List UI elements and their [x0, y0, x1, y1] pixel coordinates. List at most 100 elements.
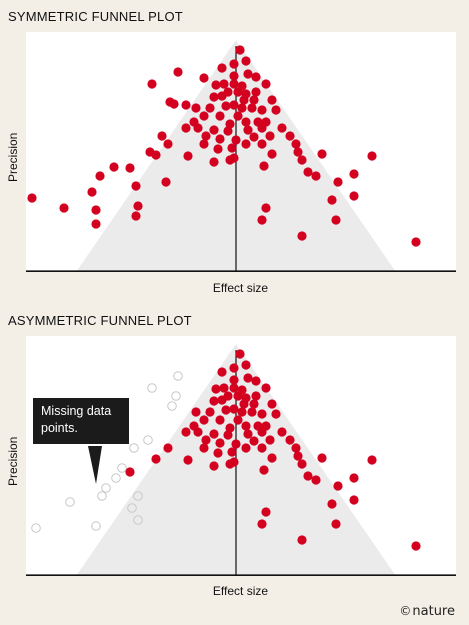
chart1-point-73 — [317, 149, 327, 159]
chart2-point-13 — [233, 391, 243, 401]
chart1-point-71 — [225, 155, 235, 165]
chart1-point-56 — [285, 131, 295, 141]
chart1-point-78 — [259, 161, 269, 171]
chart1-point-81 — [333, 177, 343, 187]
chart1-point-83 — [161, 177, 171, 187]
chart1-point-27 — [191, 103, 201, 113]
chart2-point-25 — [237, 407, 247, 417]
chart1-point-9 — [219, 79, 229, 89]
chart1-point-74 — [367, 151, 377, 161]
chart1-svg — [26, 40, 456, 272]
chart1-point-20 — [169, 99, 179, 109]
chart1-point-79 — [303, 167, 313, 177]
chart2-point-69 — [303, 471, 313, 481]
chart2-missing-point-6 — [117, 463, 127, 473]
chart1-point-18 — [251, 87, 261, 97]
chart2-missing-point-8 — [101, 483, 111, 493]
chart2-point-8 — [229, 383, 239, 393]
chart1-point-52 — [215, 134, 225, 144]
chart2-point-15 — [251, 391, 261, 401]
chart1-point-24 — [249, 95, 259, 105]
chart2-missing-point-10 — [133, 491, 143, 501]
chart1-point-13 — [211, 80, 221, 90]
chart2-point-3 — [217, 367, 227, 377]
chart1-point-80 — [311, 171, 321, 181]
chart1-point-61 — [199, 139, 209, 149]
chart2-point-68 — [259, 465, 269, 475]
chart2-point-70 — [311, 475, 321, 485]
chart1-point-22 — [217, 91, 227, 101]
chart1-point-50 — [157, 131, 167, 141]
chart1-point-23 — [239, 95, 249, 105]
chart1-point-49 — [277, 123, 287, 133]
chart2-point-2 — [241, 360, 251, 370]
chart2-point-33 — [225, 423, 235, 433]
chart1-point-98 — [411, 237, 421, 247]
chart1-point-55 — [265, 131, 275, 141]
chart2-missing-point-4 — [143, 435, 153, 445]
chart1-point-44 — [193, 123, 203, 133]
chart2-missing-point-5 — [129, 443, 139, 453]
chart2-point-0 — [235, 349, 245, 359]
chart1-point-95 — [331, 215, 341, 225]
chart2-point-10 — [211, 384, 221, 394]
chart1-point-88 — [91, 205, 101, 215]
chart1-point-91 — [327, 195, 337, 205]
chart2-missing-point-15 — [31, 523, 41, 533]
chart1-point-54 — [249, 132, 259, 142]
chart2-point-5 — [243, 373, 253, 383]
chart1-point-92 — [349, 191, 359, 201]
chart1-point-86 — [27, 193, 37, 203]
chart1-point-21 — [209, 92, 219, 102]
chart2-point-71 — [333, 481, 343, 491]
chart2-point-51 — [151, 454, 161, 464]
chart2-point-65 — [317, 453, 327, 463]
chart1-point-30 — [229, 100, 239, 110]
chart2-missing-point-12 — [127, 503, 137, 513]
chart1-point-90 — [261, 203, 271, 213]
chart1-point-51 — [201, 131, 211, 141]
chart2-point-16 — [209, 396, 219, 406]
chart1-point-53 — [231, 135, 241, 145]
chart2-point-60 — [267, 453, 277, 463]
chart2-point-50 — [163, 443, 173, 453]
nature-logo: ©nature — [399, 604, 455, 619]
chart2-point-58 — [291, 443, 301, 453]
chart1-point-4 — [229, 71, 239, 81]
chart1-point-25 — [267, 95, 277, 105]
chart2-point-53 — [199, 443, 209, 453]
missing-data-callout: Missing data points. — [33, 398, 129, 444]
chart2-missing-point-0 — [147, 383, 157, 393]
chart1-point-43 — [181, 123, 191, 133]
chart1-point-39 — [225, 119, 235, 129]
chart1-point-6 — [251, 72, 261, 82]
chart1-point-57 — [163, 139, 173, 149]
chart1-point-87 — [133, 201, 143, 211]
chart1-point-62 — [213, 144, 223, 154]
chart1-point-97 — [297, 231, 307, 241]
chart1-point-29 — [221, 101, 231, 111]
chart2-point-20 — [267, 399, 277, 409]
chart2-point-23 — [221, 405, 231, 415]
chart1-point-40 — [241, 117, 251, 127]
chart2-point-67 — [125, 467, 135, 477]
chart1-point-34 — [271, 105, 281, 115]
chart1-point-0 — [235, 45, 245, 55]
chart2-point-64 — [297, 459, 307, 469]
chart2-point-47 — [249, 436, 259, 446]
brand-name: nature — [412, 604, 455, 619]
chart2-missing-point-2 — [171, 391, 181, 401]
chart1-title: SYMMETRIC FUNNEL PLOT — [8, 9, 183, 24]
chart1-point-70 — [209, 157, 219, 167]
chart1-point-7 — [173, 67, 183, 77]
chart2-ylabel: Precision — [6, 436, 20, 486]
chart2-point-42 — [257, 427, 267, 437]
chart2-point-77 — [331, 519, 341, 529]
chart1-point-32 — [247, 103, 257, 113]
chart2-point-40 — [223, 430, 233, 440]
chart2-point-31 — [233, 415, 243, 425]
chart1-point-46 — [223, 126, 233, 136]
chart1-point-64 — [241, 139, 251, 149]
chart1-point-14 — [261, 79, 271, 89]
chart2-point-22 — [205, 407, 215, 417]
